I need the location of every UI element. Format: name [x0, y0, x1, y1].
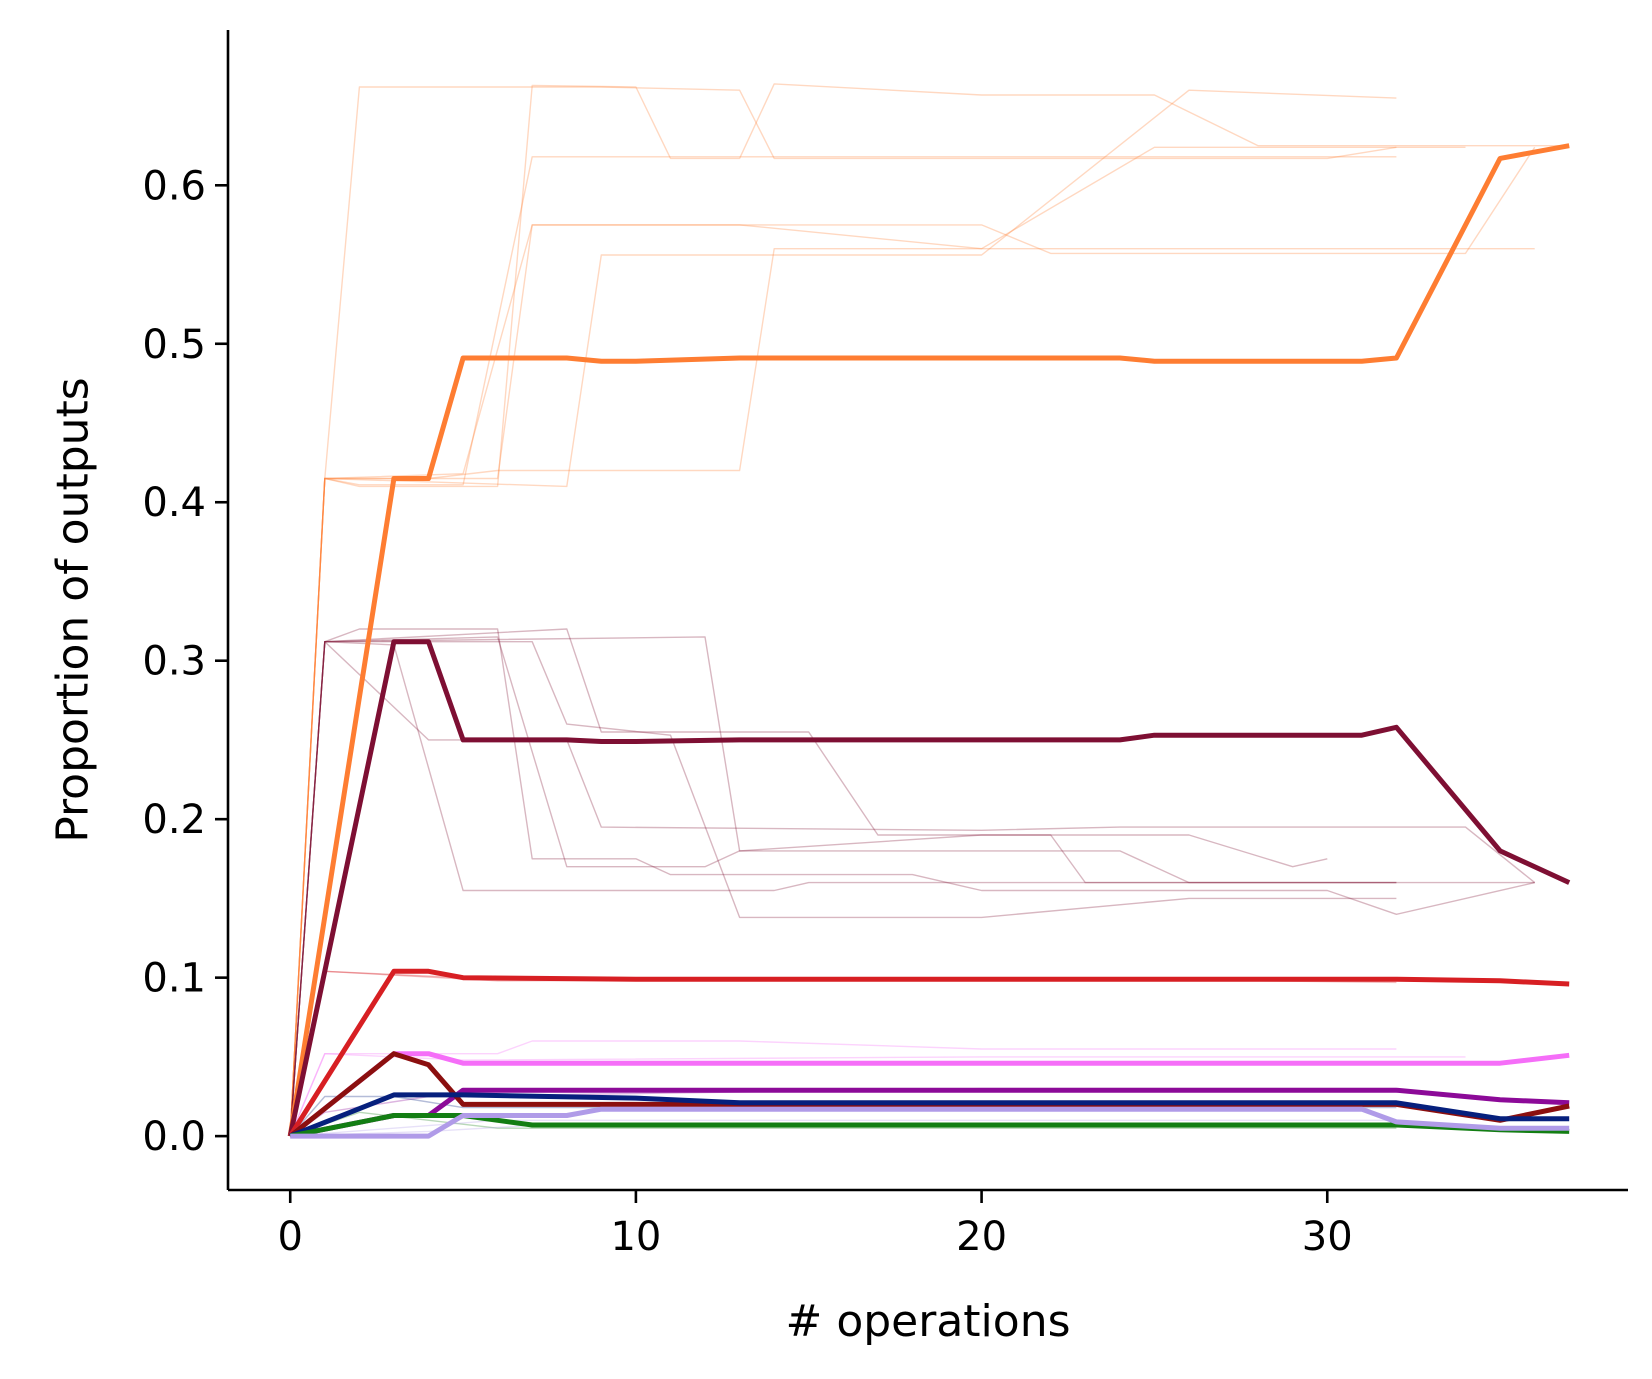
background-series-line-1	[289, 156, 1397, 1137]
background-series-line-8	[289, 641, 1535, 1137]
background-series-line-13	[289, 636, 1397, 1137]
y-ticks: 0.0 0.1 0.2 0.3 0.4 0.5 0.6	[142, 163, 228, 1160]
highlight-series-line-24	[287, 639, 1571, 1137]
y-tick-label: 0.1	[142, 956, 206, 1002]
background-series-line-2	[289, 86, 1397, 1137]
x-tick-label: 10	[610, 1214, 661, 1260]
x-tick-label: 20	[956, 1214, 1007, 1260]
highlight-series-line-23	[287, 143, 1570, 1137]
y-tick-label: 0.6	[142, 163, 206, 209]
series-layer	[287, 83, 1571, 1139]
highlight-series-line-25	[288, 968, 1570, 1138]
background-series-line-17	[289, 1053, 1466, 1137]
background-series-line-0	[289, 83, 1570, 1137]
background-series-line-11	[289, 628, 1328, 1137]
highlight-series-line-29	[289, 1092, 1570, 1139]
axes: 0 10 20 30 0.0 0.1 0.2 0.3 0.4 0.5 0.6	[142, 30, 1628, 1260]
y-tick-label: 0.4	[142, 480, 206, 526]
x-ticks: 0 10 20 30	[277, 1190, 1353, 1260]
y-tick-label: 0.0	[142, 1114, 206, 1160]
y-axis-label: Proportion of outputs	[47, 377, 98, 842]
y-tick-label: 0.2	[142, 797, 206, 843]
background-series-line-6	[289, 146, 1466, 1137]
x-tick-label: 0	[277, 1214, 302, 1260]
background-series-line-7	[289, 628, 1535, 1137]
x-axis-label: # operations	[785, 1296, 1070, 1347]
background-series-line-4	[289, 248, 1535, 1137]
background-series-line-9	[289, 641, 1536, 1137]
highlight-series-line-31	[290, 1106, 1570, 1139]
background-series-line-16	[289, 1040, 1397, 1137]
y-tick-label: 0.5	[142, 322, 206, 368]
background-series-line-5	[289, 89, 1397, 1137]
y-tick-label: 0.3	[142, 639, 206, 685]
x-tick-label: 30	[1302, 1214, 1353, 1260]
background-series-line-3	[289, 146, 1536, 1137]
